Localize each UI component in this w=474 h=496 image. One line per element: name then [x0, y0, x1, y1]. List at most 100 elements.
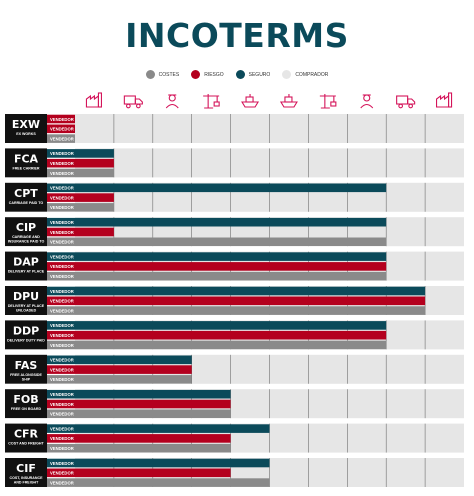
- bar-label: VENDEDOR: [50, 230, 74, 235]
- bar-label: VENDEDOR: [50, 471, 74, 476]
- truck-icon-1: [123, 95, 143, 109]
- incoterm-label-bg: [5, 354, 47, 384]
- crane-icon-6: [319, 94, 337, 109]
- incoterm-label-bg: [5, 148, 47, 178]
- incoterm-label-bg: [5, 182, 47, 212]
- bar-label: VENDEDOR: [50, 220, 74, 225]
- row-separator: [0, 177, 474, 183]
- bar-label: VENDEDOR: [50, 240, 74, 245]
- bar-label: VENDEDOR: [50, 426, 74, 431]
- incoterm-code: CFR: [14, 428, 39, 441]
- incoterm-description: DELIVERY AT PLACE: [8, 270, 45, 274]
- customs-officer-icon-7: [360, 94, 374, 109]
- bar-label: VENDEDOR: [50, 161, 74, 166]
- row-separator: [0, 315, 474, 321]
- bar-label: VENDEDOR: [50, 461, 74, 466]
- factory-icon-0: [85, 92, 102, 108]
- seguro-bar: [47, 217, 387, 227]
- bar-label: VENDEDOR: [50, 171, 74, 176]
- legend-item-riesgo: RIESGO: [191, 70, 224, 79]
- incoterm-code: FCA: [14, 152, 39, 165]
- incoterm-code: DAP: [13, 256, 39, 269]
- incoterm-code: EXW: [12, 118, 40, 131]
- riesgo-bar: [47, 227, 114, 237]
- incoterm-description: DELIVERY AT PLACE: [8, 304, 45, 308]
- customs-officer-icon-2: [165, 94, 179, 109]
- bar-label: VENDEDOR: [50, 333, 74, 338]
- incoterm-label-bg: [5, 423, 47, 453]
- incoterm-label-bg: [5, 114, 47, 143]
- bar-label: VENDEDOR: [50, 195, 74, 200]
- incoterm-code: FOB: [13, 393, 38, 406]
- incoterm-code: CPT: [14, 187, 38, 200]
- incoterm-description: SHIP: [22, 377, 31, 381]
- riesgo-bar: [47, 434, 231, 443]
- costes-bar: [47, 306, 426, 315]
- incoterm-description: DELIVERY DUTY PAID: [7, 338, 45, 342]
- seguro-bar: [47, 286, 426, 296]
- incoterm-description: UNLOADED: [16, 309, 37, 313]
- seguro-bar: [47, 424, 270, 433]
- incoterm-description: CARRIAGE PAID TO: [9, 201, 44, 205]
- legend-swatch-comprador: [282, 70, 292, 79]
- costes-bar: [47, 443, 231, 453]
- bar-label: VENDEDOR: [50, 205, 74, 210]
- row-separator: [0, 143, 474, 149]
- row-separator: [0, 211, 474, 218]
- bar-label: VENDEDOR: [50, 136, 74, 141]
- seguro-bar: [47, 355, 192, 365]
- riesgo-bar: [47, 296, 426, 306]
- seguro-bar: [47, 149, 114, 158]
- bar-label: VENDEDOR: [50, 343, 74, 348]
- legend-label-riesgo: RIESGO: [204, 71, 224, 78]
- costes-bar: [47, 168, 114, 178]
- legend-item-seguro: SEGURO: [235, 70, 271, 79]
- ship-icon-4: [241, 94, 260, 108]
- incoterm-description: AND FREIGHT: [14, 481, 39, 485]
- riesgo-bar: [47, 330, 387, 340]
- bar-label: VENDEDOR: [50, 117, 74, 122]
- bar-label: VENDEDOR: [50, 323, 74, 328]
- seguro-bar: [47, 458, 270, 468]
- bar-label: VENDEDOR: [50, 402, 74, 407]
- legend-item-costes: COSTES: [145, 70, 180, 79]
- legend-swatch-costes: [145, 70, 155, 79]
- costes-bar: [47, 340, 387, 350]
- costes-bar: [47, 478, 270, 487]
- seguro-bar: [47, 252, 387, 261]
- bar-label: VENDEDOR: [50, 151, 74, 156]
- incoterm-label-bg: [5, 389, 47, 419]
- incoterm-code: CIF: [16, 462, 36, 475]
- bar-label: VENDEDOR: [50, 299, 74, 304]
- incoterm-description: COST AND FREIGHT: [8, 442, 44, 446]
- row-separator: [0, 349, 474, 355]
- incoterm-description: FREE ALONGSIDE: [10, 373, 42, 377]
- costes-bar: [47, 271, 387, 281]
- riesgo-bar: [47, 262, 387, 271]
- costes-bar: [47, 203, 114, 212]
- incoterm-code: FAS: [15, 359, 38, 372]
- row-separator: [0, 246, 474, 252]
- bar-label: VENDEDOR: [50, 446, 74, 451]
- legend: COSTES RIESGO SEGURO COMPRADOR: [0, 70, 474, 79]
- incoterm-description: EX WORKS: [16, 132, 36, 136]
- riesgo-bar: [47, 114, 75, 124]
- ship-icon-5: [279, 94, 298, 108]
- page-title: INCOTERMS: [125, 16, 349, 55]
- incoterm-label-bg: [5, 217, 47, 247]
- legend-label-seguro: SEGURO: [248, 71, 271, 78]
- incoterm-label-bg: [5, 286, 47, 315]
- row-separator: [0, 280, 474, 286]
- legend-label-costes: COSTES: [158, 71, 180, 78]
- bar-label: VENDEDOR: [50, 436, 74, 441]
- incoterm-description: COST, INSURANCE: [10, 476, 44, 480]
- riesgo-bar: [47, 124, 75, 134]
- bar-label: VENDEDOR: [50, 274, 74, 279]
- bar-label: VENDEDOR: [50, 367, 74, 372]
- seguro-bar: [47, 183, 387, 193]
- riesgo-bar: [47, 158, 114, 168]
- legend-label-comprador: COMPRADOR: [295, 71, 329, 78]
- incoterm-code: DDP: [13, 324, 39, 337]
- row-separator: [0, 383, 474, 390]
